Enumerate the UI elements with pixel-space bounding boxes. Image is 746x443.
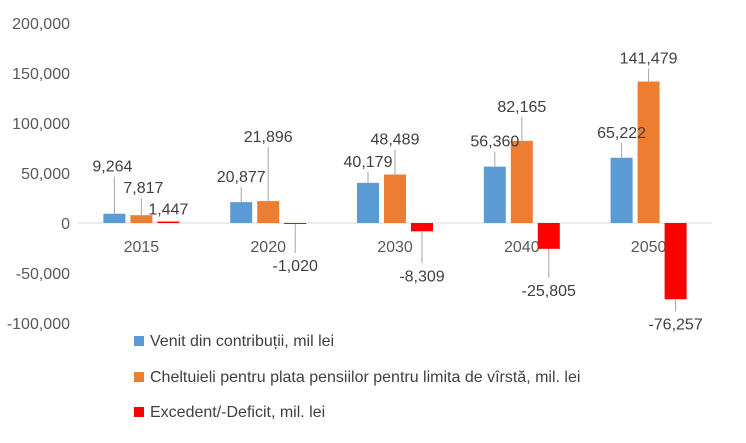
data-label: 20,877 [217, 169, 266, 186]
x-tick-label: 2015 [124, 239, 160, 256]
data-label: 1,447 [148, 202, 188, 219]
bar-series-3 [537, 223, 560, 249]
y-tick-label: 0 [61, 216, 70, 233]
y-tick-label: -100,000 [7, 316, 70, 333]
data-label: 82,165 [497, 99, 546, 116]
bar-series-1 [610, 157, 633, 223]
bar-series-1 [357, 182, 379, 223]
data-label: 141,479 [620, 51, 678, 68]
x-tick-label: 2020 [250, 239, 286, 256]
legend: Venit din contribuții, mil lei Cheltuieli… [134, 333, 580, 421]
legend-item: Cheltuieli pentru plata pensiilor pentru… [134, 369, 580, 386]
bar-series-2 [510, 140, 533, 223]
data-label: -1,020 [273, 258, 318, 275]
data-label: -76,257 [648, 316, 702, 333]
data-label: 48,489 [371, 132, 420, 149]
y-tick-label: 50,000 [21, 166, 70, 183]
bar-series-1 [103, 213, 126, 223]
bars [103, 81, 687, 300]
data-label: 56,360 [470, 134, 519, 151]
bar-series-2 [257, 201, 280, 223]
y-tick-label: 200,000 [12, 16, 70, 33]
bar-series-3 [284, 223, 307, 225]
bar-series-3 [411, 223, 433, 232]
bar-series-2 [637, 81, 660, 224]
bar-series-1 [483, 166, 506, 223]
bar-series-2 [384, 174, 406, 223]
legend-item: Venit din contribuții, mil lei [134, 333, 334, 350]
legend-label: Cheltuieli pentru plata pensiilor pentru… [150, 369, 580, 386]
legend-label: Venit din contribuții, mil lei [150, 333, 334, 350]
data-label: 65,222 [597, 125, 646, 142]
y-axis: 200,000 150,000 100,000 50,000 0 -50,000 -100,… [7, 16, 70, 333]
legend-label: Excedent/-Deficit, mil. lei [150, 404, 325, 421]
legend-swatch [134, 407, 144, 417]
x-tick-label: 2030 [377, 239, 413, 256]
x-tick-label: 2050 [631, 239, 667, 256]
legend-swatch [134, 372, 144, 382]
x-axis: 2015 2020 2030 2040 2050 [124, 239, 667, 256]
y-tick-label: 100,000 [12, 116, 70, 133]
y-tick-label: 150,000 [12, 66, 70, 83]
bar-series-2 [130, 215, 153, 223]
data-label: 9,264 [92, 159, 132, 176]
data-label: 21,896 [244, 129, 293, 146]
legend-item: Excedent/-Deficit, mil. lei [134, 404, 325, 421]
data-label: -8,309 [399, 268, 444, 285]
x-tick-label: 2040 [504, 239, 540, 256]
label-leader-lines [113, 68, 677, 312]
y-tick-label: -50,000 [16, 266, 70, 283]
data-label: -25,805 [522, 283, 576, 300]
data-label: 40,179 [344, 154, 393, 171]
bar-series-3 [664, 223, 687, 300]
legend-swatch [134, 336, 144, 346]
bar-series-3 [157, 221, 180, 223]
bar-series-1 [230, 202, 253, 223]
data-label: 7,817 [123, 180, 163, 197]
data-labels: 9,264 20,877 40,179 56,360 65,222 7,817 21,896… [92, 51, 702, 334]
